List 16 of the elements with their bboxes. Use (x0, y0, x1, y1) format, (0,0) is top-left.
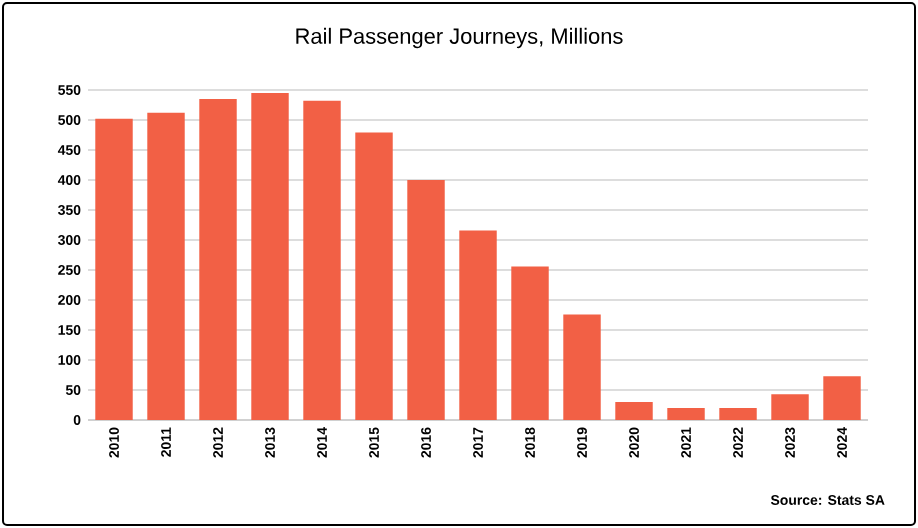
bar (823, 376, 861, 420)
bar (667, 408, 705, 420)
bar (511, 266, 549, 420)
bar (199, 99, 237, 420)
chart-title: Rail Passenger Journeys, Millions (296, 27, 623, 49)
bar (615, 402, 653, 420)
bar (147, 112, 185, 420)
bar (563, 314, 601, 420)
bar (355, 132, 393, 420)
bar (251, 93, 289, 420)
bar (771, 394, 809, 420)
bar (719, 408, 757, 420)
bar (95, 118, 133, 420)
bar (303, 100, 341, 420)
bar (459, 230, 497, 420)
bar (407, 180, 445, 420)
